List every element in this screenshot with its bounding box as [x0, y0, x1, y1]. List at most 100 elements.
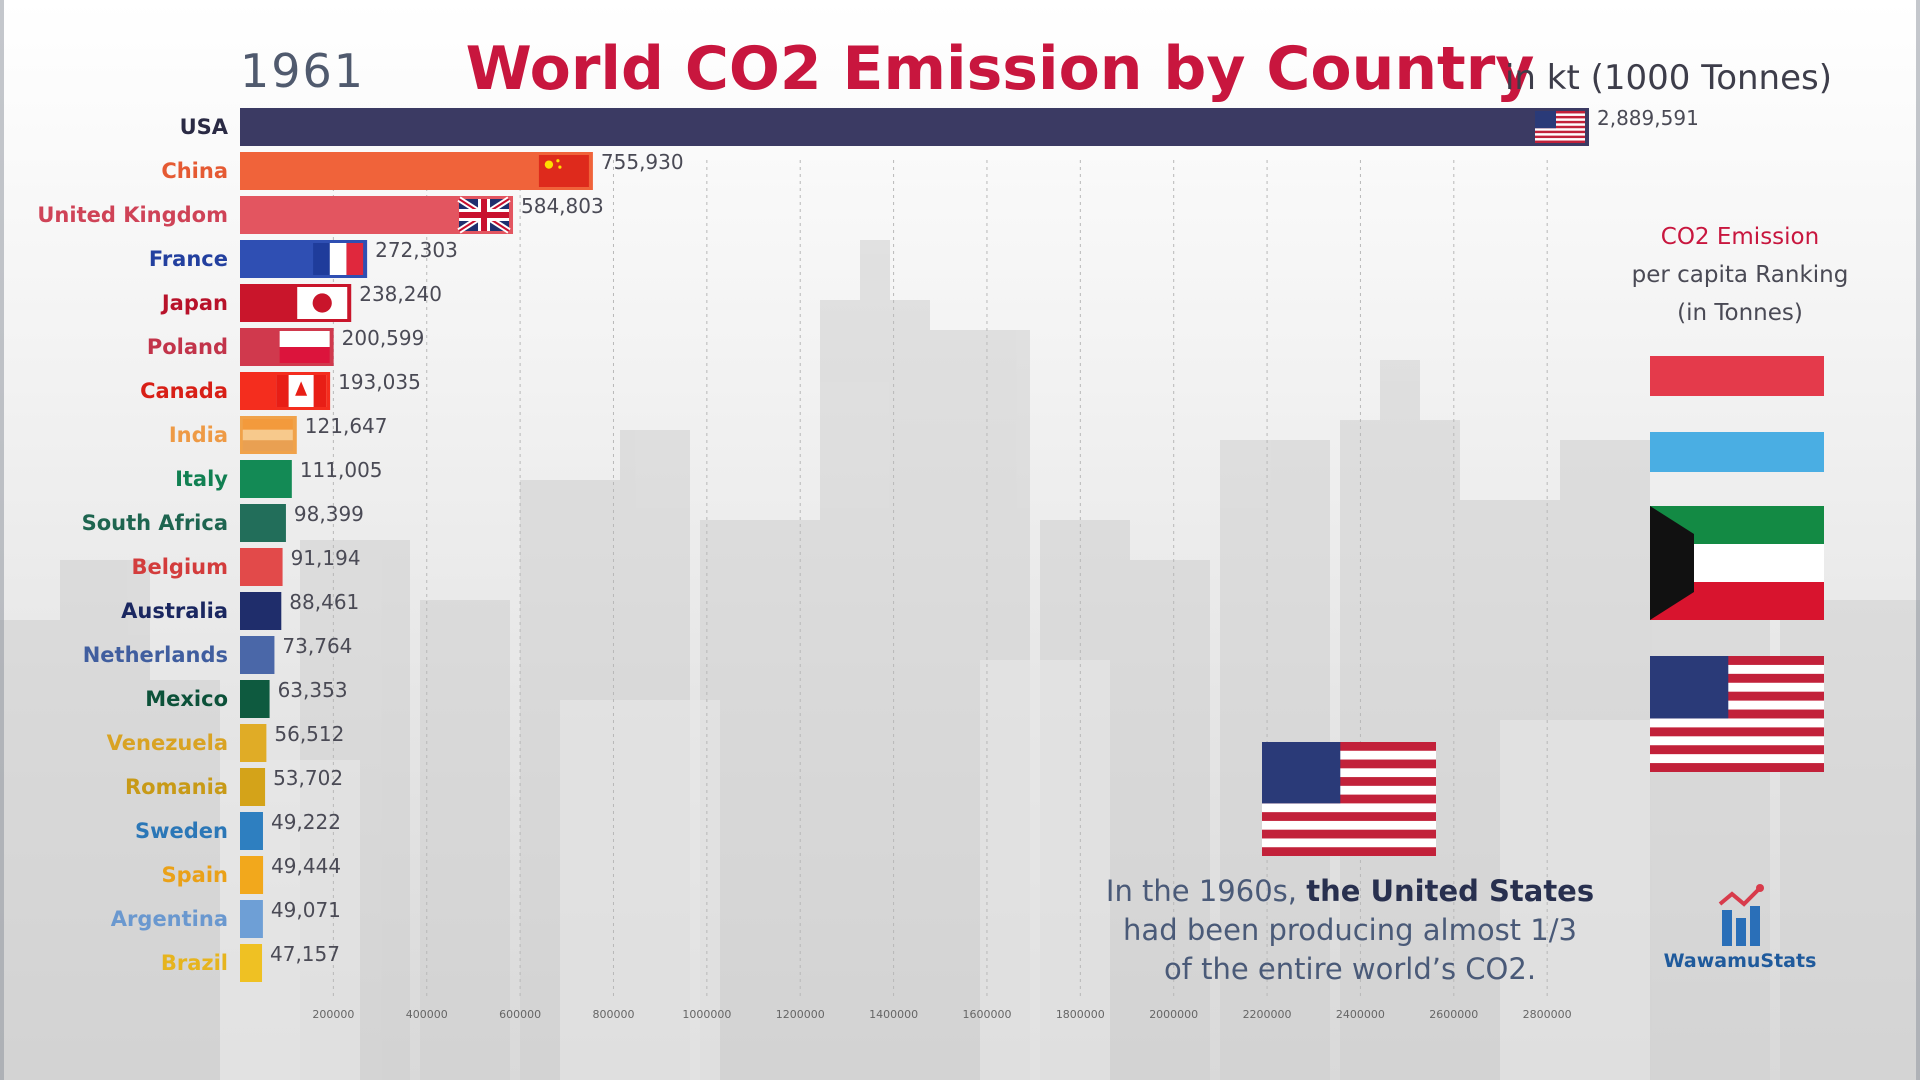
- value-label: 56,512: [274, 722, 344, 746]
- value-label: 91,194: [291, 546, 361, 570]
- usa-flag-icon: [1650, 673, 1824, 683]
- flag-poland-icon: [279, 331, 330, 363]
- flag-part: [1535, 120, 1585, 124]
- bar: [240, 592, 282, 630]
- value-label: 755,930: [601, 150, 684, 174]
- value-label: 88,461: [289, 590, 359, 614]
- left-frame-edge: [0, 0, 4, 1080]
- flag-uk-icon: [457, 196, 511, 234]
- value-label: 98,399: [294, 502, 364, 526]
- usa-flag-icon: [1650, 745, 1824, 755]
- x-tick-label: 1000000: [682, 1008, 731, 1021]
- value-label: 584,803: [521, 194, 604, 218]
- flag-usa-icon: [1535, 111, 1585, 143]
- flag-india-icon: [242, 419, 293, 451]
- usa-flag-icon: [1650, 709, 1824, 719]
- category-label: Australia: [121, 599, 228, 623]
- per-capita-line3: (in Tonnes): [1677, 300, 1803, 326]
- bar: [240, 504, 286, 542]
- x-tick-label: 400000: [406, 1008, 448, 1021]
- usa-flag-large-icon: [1262, 829, 1436, 839]
- flag-part: [279, 331, 330, 347]
- flag-part: [459, 212, 510, 218]
- usa-flag-large-icon: [1262, 812, 1436, 821]
- flag-part: [276, 375, 289, 407]
- usa-flag-icon: [1650, 727, 1824, 737]
- chart-title: World CO2 Emission by Country: [465, 34, 1535, 104]
- flag-japan-icon: [297, 287, 348, 319]
- usa-flag-large-icon: [1262, 777, 1436, 786]
- per-capita-line1: CO2 Emission: [1660, 224, 1820, 250]
- flag-part: [279, 347, 330, 363]
- note-part4: of the entire world’s CO2.: [1163, 952, 1537, 986]
- usa-flag-large-icon: [1262, 742, 1341, 804]
- x-tick-label: 1800000: [1056, 1008, 1105, 1021]
- category-label: France: [149, 247, 228, 271]
- x-tick-label: 1600000: [962, 1008, 1011, 1021]
- category-label: Netherlands: [83, 643, 228, 667]
- value-label: 121,647: [305, 414, 388, 438]
- note-part1: In the 1960s,: [1105, 874, 1307, 908]
- value-label: 193,035: [338, 370, 421, 394]
- bar: [240, 724, 267, 762]
- flag-part: [1535, 115, 1585, 119]
- kuwait-flag-icon: [1650, 506, 1694, 620]
- x-tick-label: 600000: [499, 1008, 541, 1021]
- per-capita-panel-heading: CO2 Emission per capita Ranking (in Tonn…: [1610, 218, 1870, 332]
- category-label: United Kingdom: [37, 203, 228, 227]
- year-label: 1961: [240, 44, 366, 98]
- category-label: Japan: [160, 291, 228, 315]
- flag-star: [544, 160, 554, 169]
- category-label: China: [161, 159, 228, 183]
- note-part2: the United States: [1306, 874, 1595, 908]
- bar: [240, 812, 263, 850]
- flag-france-icon: [313, 243, 364, 275]
- per-capita-flag-2-icon: [1650, 432, 1824, 472]
- category-label: Romania: [125, 775, 228, 799]
- category-label: India: [169, 423, 228, 447]
- brand-name: WawamuStats: [1663, 950, 1817, 972]
- right-frame-edge: [1916, 0, 1920, 1080]
- x-tick-label: 2200000: [1243, 1008, 1292, 1021]
- flag-part: [1535, 125, 1585, 129]
- bar: [240, 108, 1589, 146]
- x-tick-label: 2600000: [1429, 1008, 1478, 1021]
- flag-china-icon: [538, 155, 589, 187]
- x-tick-label: 2400000: [1336, 1008, 1385, 1021]
- flag-part: [1535, 111, 1585, 114]
- value-label: 53,702: [273, 766, 343, 790]
- usa-flag-icon: [1650, 691, 1824, 701]
- per-capita-flags: [1262, 356, 1824, 856]
- value-label: 73,764: [282, 634, 352, 658]
- note-part3: had been producing almost 1/3: [1123, 913, 1577, 947]
- usa-flag-large-icon: [1262, 759, 1436, 769]
- flag-part: [242, 429, 293, 441]
- flag-part: [242, 440, 293, 451]
- flag-part: [1535, 135, 1585, 139]
- bar: [240, 152, 593, 190]
- bar: [240, 900, 263, 938]
- wawamustats-logo-icon: [1718, 884, 1764, 946]
- x-tick-label: 1400000: [869, 1008, 918, 1021]
- category-label: Italy: [175, 467, 228, 491]
- category-label: Venezuela: [107, 731, 228, 755]
- bar: [240, 548, 283, 586]
- flag-part: [1535, 140, 1585, 143]
- value-label: 2,889,591: [1597, 106, 1699, 130]
- x-tick-label: 1200000: [776, 1008, 825, 1021]
- flag-part: [1535, 130, 1585, 134]
- usa-flag-large-icon: [1262, 794, 1436, 804]
- annotation-text: In the 1960s, the United States had been…: [1100, 872, 1600, 989]
- per-capita-flag-1-icon: [1650, 356, 1824, 396]
- x-tick-label: 2800000: [1523, 1008, 1572, 1021]
- bar: [240, 768, 266, 806]
- flag-part: [295, 381, 308, 396]
- usa-flag-icon: [1650, 656, 1824, 665]
- bar: [240, 680, 270, 718]
- value-label: 63,353: [278, 678, 348, 702]
- value-label: 272,303: [375, 238, 458, 262]
- category-label: Belgium: [131, 555, 228, 579]
- flag-canada-icon: [276, 375, 327, 407]
- value-label: 49,071: [271, 898, 341, 922]
